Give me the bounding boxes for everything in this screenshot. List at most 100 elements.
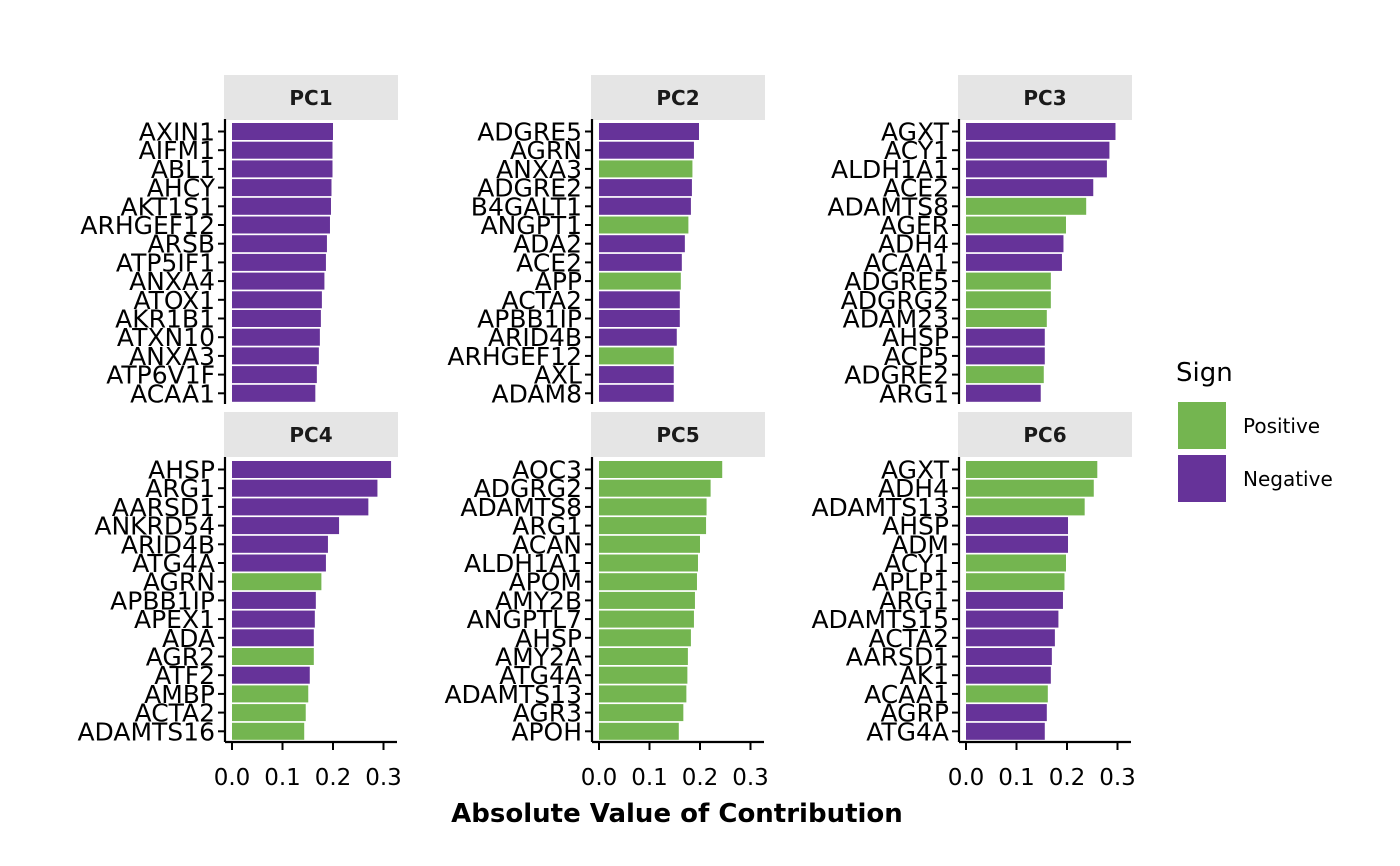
panel-strip <box>958 75 1132 120</box>
bar <box>966 141 1110 159</box>
bar <box>599 366 674 384</box>
bar <box>599 554 698 572</box>
bar <box>599 498 707 516</box>
bar <box>966 535 1069 553</box>
bar <box>232 197 331 215</box>
legend-label-negative: Negative <box>1243 467 1333 491</box>
panel-strip <box>224 75 398 120</box>
gene-label: AMY2A <box>495 643 582 672</box>
gene-label: ALDH1A1 <box>464 549 582 578</box>
panel-pc6: PC6AGXTADH4ADAMTS13AHSPADMACY1APLP1ARG1A… <box>811 412 1136 791</box>
panel-pc2: PC2ADGRE5AGRNANXA3ADGRE2B4GALT1ANGPT1ADA… <box>447 75 765 408</box>
bar <box>599 648 688 665</box>
panel-strip <box>591 75 765 120</box>
bar <box>599 291 680 309</box>
bar <box>966 328 1045 346</box>
gene-label: ADAM8 <box>492 379 583 408</box>
gene-label: AARSD1 <box>112 493 215 522</box>
gene-label: ACTA2 <box>135 699 215 728</box>
bar <box>966 235 1064 253</box>
gene-label: AARSD1 <box>846 643 949 672</box>
bar <box>599 591 695 609</box>
gene-label: AGRN <box>510 136 582 165</box>
bar <box>966 347 1045 365</box>
x-tick-label: 0.0 <box>948 765 985 791</box>
legend-swatch-negative <box>1178 455 1226 502</box>
gene-label: AMBP <box>144 680 215 709</box>
panel-title: PC1 <box>289 86 332 110</box>
gene-label: ADGRE5 <box>844 267 949 296</box>
gene-label: ATP5IF1 <box>116 248 215 277</box>
x-axis-title: Absolute Value of Contribution <box>451 799 903 829</box>
x-tick-label: 0.1 <box>998 765 1035 791</box>
bar <box>232 573 322 591</box>
bar <box>599 235 685 253</box>
bar <box>599 535 700 553</box>
bar <box>232 591 316 609</box>
x-tick-label: 0.3 <box>732 765 769 791</box>
gene-label: ACY1 <box>884 549 949 578</box>
gene-label: ANKRD54 <box>94 512 215 541</box>
gene-label: ADAMTS15 <box>811 605 949 634</box>
x-tick-label: 0.0 <box>214 765 251 791</box>
gene-label: ATOX1 <box>133 286 215 315</box>
bar <box>232 554 326 572</box>
gene-label: ARG1 <box>879 379 949 408</box>
gene-label: ACE2 <box>883 174 949 203</box>
x-tick-label: 0.3 <box>1099 765 1136 791</box>
panel-pc5: PC5AOC3ADGRG2ADAMTS8ARG1ACANALDH1A1APOMA… <box>444 412 769 791</box>
facet-panels: PC1AXIN1AIFM1ABL1AHCYAKT1S1ARHGEF12ARSBA… <box>77 75 1136 791</box>
gene-label: APBB1IP <box>477 305 582 334</box>
bar <box>599 160 693 178</box>
x-tick-label: 0.1 <box>631 765 668 791</box>
panel-title: PC6 <box>1023 423 1066 447</box>
gene-label: APOH <box>511 717 582 746</box>
x-tick-label: 0.2 <box>682 765 719 791</box>
gene-label: ARSB <box>148 230 216 259</box>
gene-label: ANGPTL7 <box>467 605 582 634</box>
bar <box>966 554 1066 572</box>
gene-label: ACTA2 <box>869 624 949 653</box>
gene-label: AGR2 <box>146 643 215 672</box>
bar <box>232 685 309 703</box>
gene-label: ATF2 <box>154 661 215 690</box>
panel-title: PC5 <box>656 423 699 447</box>
legend: Sign Positive Negative <box>1176 358 1333 502</box>
gene-label: APP <box>535 267 582 296</box>
bar <box>966 704 1047 722</box>
bar <box>599 347 674 365</box>
gene-label: ATG4A <box>132 549 215 578</box>
bar <box>966 272 1051 290</box>
legend-label-positive: Positive <box>1243 414 1320 438</box>
gene-label: APBB1IP <box>110 586 215 615</box>
bar <box>599 666 688 684</box>
bar <box>966 160 1107 178</box>
bar <box>966 310 1047 327</box>
gene-label: ADH4 <box>878 230 949 259</box>
bar <box>599 328 677 346</box>
bar <box>599 384 674 402</box>
gene-label: ADAM23 <box>843 305 949 334</box>
panel-strip <box>958 412 1132 457</box>
gene-label: ANXA3 <box>496 155 582 184</box>
gene-label: AGRP <box>881 699 949 728</box>
bar <box>966 629 1055 647</box>
bar <box>966 685 1048 703</box>
gene-label: ARID4B <box>488 323 582 352</box>
bar <box>599 272 681 290</box>
bar <box>966 573 1065 591</box>
gene-label: ADM <box>891 530 949 559</box>
bar <box>232 610 315 628</box>
gene-label: ADA <box>162 624 215 653</box>
bar <box>232 648 314 665</box>
gene-label: AIFM1 <box>139 136 215 165</box>
bar <box>599 253 682 271</box>
bar <box>966 197 1087 215</box>
gene-label: APOM <box>509 568 582 597</box>
gene-label: ADAMTS8 <box>827 192 949 221</box>
x-tick-label: 0.1 <box>264 765 301 791</box>
gene-label: AGER <box>880 211 949 240</box>
bar <box>232 216 330 234</box>
x-tick-label: 0.3 <box>365 765 402 791</box>
